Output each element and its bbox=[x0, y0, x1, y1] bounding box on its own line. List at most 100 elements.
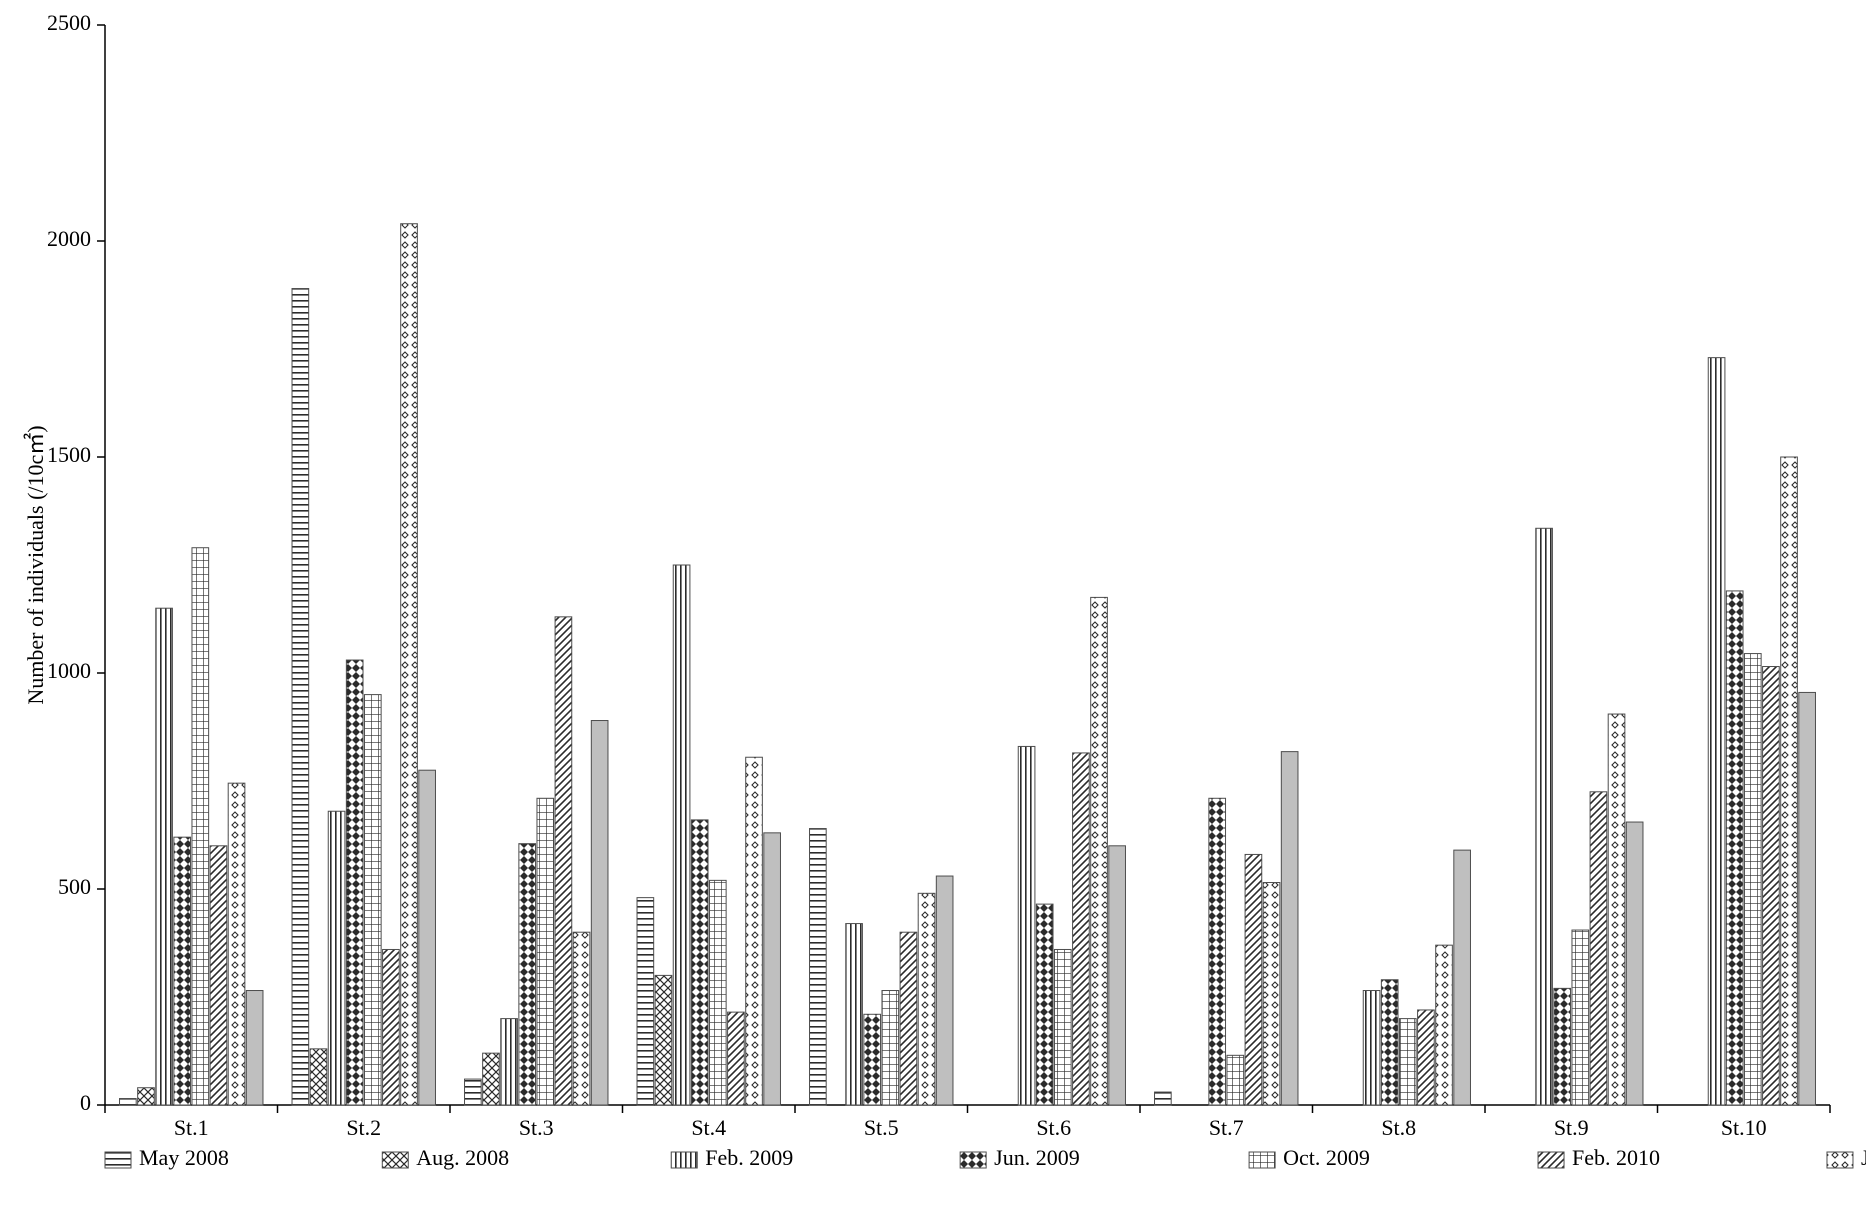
diag45-marker bbox=[1538, 1152, 1564, 1168]
crosshatch45-marker bbox=[382, 1152, 408, 1168]
hstripes-marker bbox=[105, 1152, 131, 1168]
y-tick-label: 1500 bbox=[47, 442, 91, 467]
bar bbox=[673, 565, 690, 1105]
bar-chart: 05001000150020002500Number of individual… bbox=[0, 0, 1866, 1215]
bar bbox=[936, 876, 953, 1105]
bar bbox=[1381, 980, 1398, 1105]
grid-marker bbox=[1249, 1152, 1275, 1168]
bar bbox=[310, 1049, 327, 1105]
bar bbox=[364, 695, 381, 1105]
legend-label: Oct. 2009 bbox=[1283, 1145, 1370, 1170]
bar bbox=[292, 289, 309, 1105]
bar bbox=[1708, 358, 1725, 1105]
bar bbox=[1744, 654, 1761, 1105]
bar bbox=[900, 932, 917, 1105]
bar bbox=[192, 548, 209, 1105]
bar bbox=[346, 660, 363, 1105]
bar bbox=[537, 798, 554, 1105]
bar bbox=[174, 837, 191, 1105]
legend-label: Jun. 2009 bbox=[994, 1145, 1080, 1170]
legend-label: May 2008 bbox=[139, 1145, 229, 1170]
legend-label: Aug. 2008 bbox=[416, 1145, 509, 1170]
y-tick-label: 2000 bbox=[47, 226, 91, 251]
bar bbox=[764, 833, 781, 1105]
bar bbox=[728, 1012, 745, 1105]
bar bbox=[1454, 850, 1471, 1105]
bar bbox=[691, 820, 708, 1105]
bar bbox=[1799, 692, 1816, 1105]
bar bbox=[591, 721, 608, 1105]
bar bbox=[1109, 846, 1126, 1105]
bar bbox=[1590, 792, 1607, 1105]
bar bbox=[156, 608, 173, 1105]
bar bbox=[1036, 904, 1053, 1105]
bar bbox=[1726, 591, 1743, 1105]
category-label: St.2 bbox=[346, 1115, 381, 1140]
category-label: St.6 bbox=[1036, 1115, 1071, 1140]
bar bbox=[655, 975, 672, 1105]
bar bbox=[1091, 597, 1108, 1105]
bar bbox=[120, 1099, 137, 1105]
bar bbox=[519, 844, 536, 1105]
bar bbox=[328, 811, 345, 1105]
bar bbox=[918, 893, 935, 1105]
legend-label: Feb. 2010 bbox=[1572, 1145, 1660, 1170]
bar bbox=[1436, 945, 1453, 1105]
dotgrid-marker bbox=[1827, 1152, 1853, 1168]
bar bbox=[1763, 667, 1780, 1105]
category-label: St.4 bbox=[691, 1115, 726, 1140]
bar bbox=[138, 1088, 155, 1105]
bar bbox=[846, 924, 863, 1105]
bar bbox=[1399, 1019, 1416, 1105]
bar bbox=[383, 949, 400, 1105]
bar bbox=[864, 1014, 881, 1105]
y-tick-label: 500 bbox=[58, 874, 91, 899]
y-tick-label: 2500 bbox=[47, 10, 91, 35]
bar bbox=[709, 880, 726, 1105]
bar bbox=[1054, 949, 1071, 1105]
category-label: St.9 bbox=[1554, 1115, 1589, 1140]
legend-label: Jun. 2010 bbox=[1861, 1145, 1866, 1170]
bar bbox=[228, 783, 245, 1105]
chart-container: 05001000150020002500Number of individual… bbox=[0, 0, 1866, 1215]
bar bbox=[501, 1019, 518, 1105]
bar bbox=[1781, 457, 1798, 1105]
category-label: St.5 bbox=[864, 1115, 899, 1140]
bar bbox=[1554, 988, 1571, 1105]
bar bbox=[1572, 930, 1589, 1105]
bar bbox=[1245, 854, 1262, 1105]
bar bbox=[483, 1053, 500, 1105]
y-axis-label: Number of individuals (/10c㎡) bbox=[23, 425, 48, 704]
bar bbox=[1281, 752, 1298, 1105]
category-label: St.3 bbox=[519, 1115, 554, 1140]
bar bbox=[465, 1079, 482, 1105]
bar bbox=[746, 757, 763, 1105]
bar bbox=[810, 829, 827, 1105]
bar bbox=[637, 898, 654, 1105]
vstripes-marker bbox=[671, 1152, 697, 1168]
bar bbox=[246, 991, 263, 1105]
category-label: St.7 bbox=[1209, 1115, 1244, 1140]
bar bbox=[1073, 753, 1090, 1105]
checker45-marker bbox=[960, 1152, 986, 1168]
category-label: St.10 bbox=[1721, 1115, 1767, 1140]
bar bbox=[555, 617, 572, 1105]
bar bbox=[1263, 883, 1280, 1105]
bar bbox=[419, 770, 436, 1105]
legend-label: Feb. 2009 bbox=[705, 1145, 793, 1170]
bar bbox=[882, 991, 899, 1105]
bar bbox=[1536, 528, 1553, 1105]
bar bbox=[401, 224, 418, 1105]
y-tick-label: 0 bbox=[80, 1090, 91, 1115]
bar bbox=[210, 846, 227, 1105]
bar bbox=[1209, 798, 1226, 1105]
category-label: St.8 bbox=[1381, 1115, 1416, 1140]
bar bbox=[1018, 746, 1035, 1105]
bar bbox=[1626, 822, 1643, 1105]
bar bbox=[573, 932, 590, 1105]
bar bbox=[1363, 991, 1380, 1105]
bar bbox=[1155, 1092, 1172, 1105]
bar bbox=[1418, 1010, 1435, 1105]
category-label: St.1 bbox=[174, 1115, 209, 1140]
bar bbox=[1227, 1055, 1244, 1105]
